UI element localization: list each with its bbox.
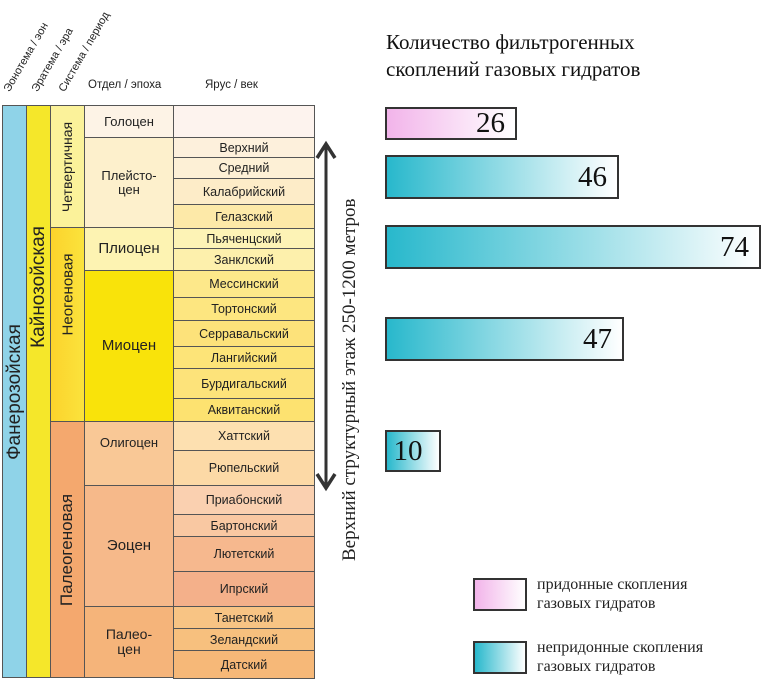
depth-arrow [315,140,337,492]
stage-cell: Средний [173,157,315,179]
legend-label-nonbottom-1: непридонные скопления [537,639,704,656]
bar-0: 26 [385,107,517,140]
arrow-head-up-icon [315,140,337,159]
bar-4: 10 [385,430,441,472]
bar-3: 47 [385,317,624,361]
bar-value-label: 26 [476,107,505,139]
bar-1: 46 [385,155,619,199]
stage-cell: Зеландский [173,628,315,651]
stage-cell: Гелазский [173,204,315,229]
stage-cell: Занклский [173,248,315,271]
epoch-holocene: Голоцен [84,105,174,138]
stage-cell: Лютетский [173,536,315,572]
arrow-label: Верхний структурный этаж 250-1200 метров [339,198,360,561]
header-series: Отдел / эпоха [88,79,162,91]
legend-swatch-nonbottom [473,641,527,674]
period-neogene: Неогеновая [50,227,85,422]
period-quaternary-label: Четвертичная [59,121,76,212]
epoch-pleistocene: Плейсто- цен [84,137,174,228]
stage-cell: Приабонский [173,485,315,515]
period-paleogene: Палеогеновая [50,421,85,678]
era-label: Кайнозойская [27,225,49,348]
legend-swatch-bottom [473,578,527,611]
eon-column: Фанерозойская [2,105,27,678]
stage-cell: Рюпельский [173,450,315,486]
stage-cell: Аквитанский [173,398,315,422]
stage-cell: Мессинский [173,270,315,298]
epoch-pliocene: Плиоцен [84,227,174,271]
legend-label-bottom-1: придонные скопления [537,576,688,593]
chart-title-line-1: Количество фильтрогенных [386,30,635,54]
epoch-eocene: Эоцен [84,485,174,607]
legend-label-bottom-2: газовых гидратов [537,595,656,612]
period-quaternary: Четвертичная [50,105,85,228]
bar-value-label: 74 [720,230,749,263]
header-stage: Ярус / век [205,79,258,91]
stage-cell: Лангийский [173,346,315,369]
stage-cell: Хаттский [173,421,315,451]
stage-cell [173,105,315,138]
chart-title-line-2: скоплений газовых гидратов [386,57,641,81]
stage-cell: Калабрийский [173,178,315,205]
epoch-miocene: Миоцен [84,270,174,422]
stage-cell: Серравальский [173,320,315,347]
epoch-paleocene: Палео- цен [84,606,174,678]
bar-value-label: 10 [393,434,423,467]
bar-value-label: 46 [578,160,607,193]
stage-cell: Верхний [173,137,315,158]
period-neogene-label: Неогеновая [59,253,76,336]
stage-cell: Танетский [173,606,315,629]
epoch-oligocene: Олигоцен [84,421,174,486]
legend-label-nonbottom-2: газовых гидратов [537,658,656,675]
stage-cell: Тортонский [173,297,315,321]
bar-value-label: 47 [583,322,612,355]
arrow-head-down-icon [315,473,337,492]
period-paleogene-label: Палеогеновая [57,493,77,606]
stage-cell: Бурдигальский [173,368,315,399]
stage-cell: Ипрский [173,571,315,607]
stage-cell: Бартонский [173,514,315,537]
era-column: Кайнозойская [26,105,51,678]
eon-label: Фанерозойская [3,323,25,460]
bar-2: 74 [385,225,761,269]
stage-cell: Пьяченцский [173,228,315,249]
stage-cell: Датский [173,650,315,679]
